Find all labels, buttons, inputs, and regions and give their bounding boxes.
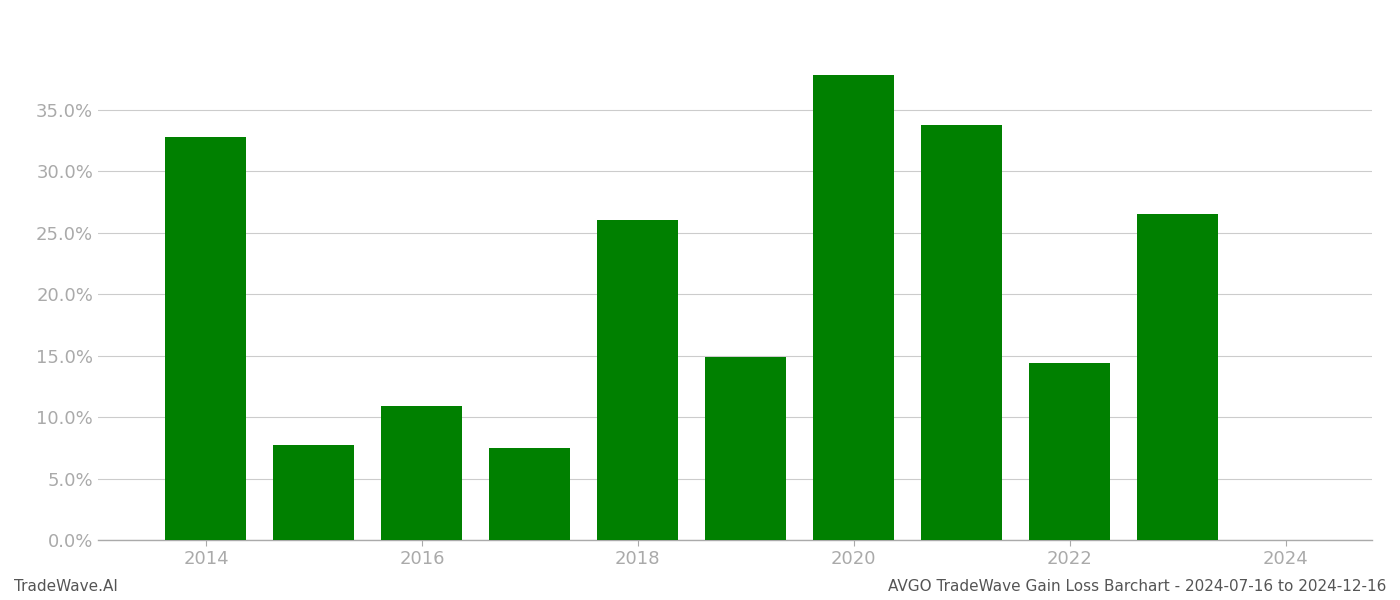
Bar bbox=[273, 445, 354, 540]
Bar bbox=[706, 357, 787, 540]
Bar bbox=[1029, 363, 1110, 540]
Bar bbox=[490, 448, 570, 540]
Bar bbox=[381, 406, 462, 540]
Text: TradeWave.AI: TradeWave.AI bbox=[14, 579, 118, 594]
Bar bbox=[1137, 214, 1218, 540]
Bar bbox=[813, 76, 895, 540]
Text: AVGO TradeWave Gain Loss Barchart - 2024-07-16 to 2024-12-16: AVGO TradeWave Gain Loss Barchart - 2024… bbox=[888, 579, 1386, 594]
Bar bbox=[165, 137, 246, 540]
Bar bbox=[921, 125, 1002, 540]
Bar bbox=[598, 220, 679, 540]
